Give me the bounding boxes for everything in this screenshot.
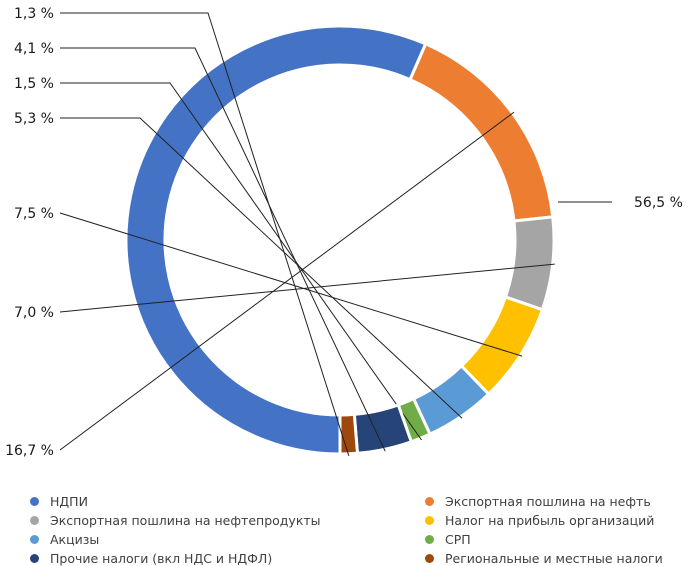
legend-item-3: Экспортная пошлина на нефтепродукты [30,513,425,528]
donut-slice-2 [408,41,555,223]
donut-chart: 56,5 % 16,7 % 7,0 % 7,5 % 5,3 % 1,5 % 4,1 % 1,3… [5,6,683,459]
legend-marker [425,516,434,525]
leader-line-6 [60,82,422,441]
legend-item-8: Региональные и местные налоги [425,551,690,566]
legend-label: НДПИ [50,494,88,509]
data-label-4: 7,5 % [14,206,54,222]
legend-label: Экспортная пошлина на нефть [445,494,651,509]
legend-label: Экспортная пошлина на нефтепродукты [50,513,321,528]
data-label-7: 4,1 % [14,41,54,57]
leader-line-8 [60,12,350,456]
legend-label: Прочие налоги (вкл НДС и НДФЛ) [50,551,273,566]
legend-label: Налог на прибыль организаций [445,513,655,528]
leader-line-5 [60,117,463,419]
leader-line-7 [60,47,386,452]
data-label-5: 5,3 % [14,111,54,127]
legend-item-7: Прочие налоги (вкл НДС и НДФЛ) [30,551,425,566]
donut-slice-1 [124,24,428,456]
legend-marker [30,554,39,563]
legend-marker [30,535,39,544]
legend-marker [425,554,434,563]
legend-item-1: НДПИ [30,494,425,509]
legend-item-6: СРП [425,532,690,547]
donut-slice-3 [503,215,556,312]
legend-item-2: Экспортная пошлина на нефть [425,494,690,509]
data-label-3: 7,0 % [14,305,54,321]
legend-label: Акцизы [50,532,100,547]
legend-marker [425,497,434,506]
legend: НДПИ Экспортная пошлина на нефть Экспортна… [30,494,690,566]
data-label-6: 1,5 % [14,76,54,92]
legend-label: Региональные и местные налоги [445,551,663,566]
legend-item-4: Налог на прибыль организаций [425,513,690,528]
data-label-8: 1,3 % [14,6,54,22]
legend-marker [30,497,39,506]
leader-line-4 [59,212,523,357]
data-label-2: 16,7 % [5,443,54,459]
data-label-1: 56,5 % [634,195,683,211]
leader-line-3 [59,263,555,313]
legend-marker [425,535,434,544]
legend-marker [30,516,39,525]
legend-label: СРП [445,532,471,547]
leader-line-2 [59,111,515,451]
legend-item-5: Акцизы [30,532,425,547]
donut-slice-8 [338,412,360,456]
